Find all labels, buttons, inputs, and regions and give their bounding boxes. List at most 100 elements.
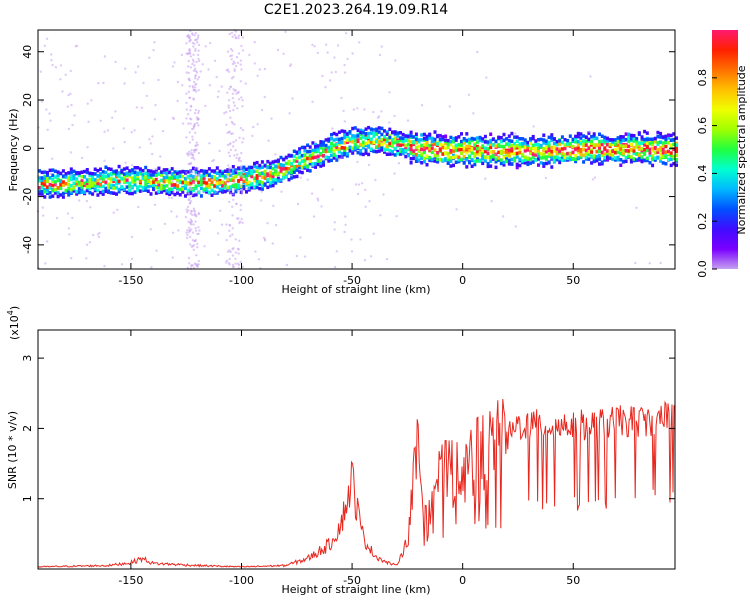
spectrogram-cell [425, 143, 429, 147]
spectrogram-cell [428, 143, 432, 148]
spectrogram-speckle [228, 249, 231, 252]
spectrogram-speckle [325, 43, 328, 46]
spectrogram-cell [223, 169, 227, 173]
spectrogram-cell [621, 148, 625, 153]
spectrogram-speckle [69, 92, 72, 96]
spectrogram-cell [526, 162, 530, 167]
spectrogram-cell [67, 186, 71, 191]
spectrogram-cell [125, 180, 129, 184]
spectrogram-cell [247, 165, 251, 170]
spectrogram-speckle [208, 142, 211, 145]
spectrogram-cell [441, 158, 445, 162]
spectrogram-cell [53, 187, 57, 192]
spectrogram-cell [505, 157, 509, 161]
spectrogram-cell [308, 162, 312, 166]
spectrogram-speckle [191, 193, 194, 196]
spectrogram-speckle [185, 136, 188, 139]
spectrogram-cell [587, 131, 591, 135]
spectrogram-cell [43, 183, 47, 187]
spectrogram-cell [165, 191, 169, 196]
spectrogram-cell [162, 188, 166, 193]
spectrogram-cell [438, 148, 442, 152]
spectrogram-cell [250, 182, 254, 186]
spectrogram-speckle [157, 78, 160, 82]
spectrogram-cell [351, 136, 355, 140]
spectrogram-cell [430, 136, 434, 141]
spectrogram-speckle [238, 239, 241, 242]
spectrogram-cell [404, 134, 408, 138]
spectrogram-cell [351, 151, 355, 155]
spectrogram-cell [276, 158, 280, 162]
spectrogram-cell [314, 165, 317, 169]
spectrogram-cell [356, 134, 360, 138]
spectrogram-speckle [189, 122, 192, 125]
spectrogram-cell [614, 158, 617, 162]
spectrogram-cell [515, 155, 519, 159]
spectrogram-cell [537, 142, 540, 147]
spectrogram-speckle [189, 109, 192, 112]
spectrogram-cell [271, 177, 275, 181]
spectrogram-cell [59, 183, 63, 187]
spectrogram-cell [635, 138, 639, 143]
spectrogram-speckle [233, 123, 236, 126]
spectrogram-cell [672, 137, 676, 142]
spectrogram-cell [659, 135, 663, 139]
spectrogram-cell [515, 151, 519, 156]
spectrogram-cell [213, 190, 217, 194]
spectrogram-speckle [253, 41, 256, 44]
spectrogram-cell [592, 143, 596, 147]
spectrogram-cell [189, 178, 193, 182]
spectrogram-cell [128, 188, 132, 193]
spectrogram-cell [537, 138, 540, 142]
spectrogram-cell [436, 153, 440, 158]
spectrogram-cell [303, 162, 307, 166]
spectrogram-cell [109, 179, 113, 184]
spectrogram-speckle [197, 124, 200, 127]
spectrogram-cell [404, 143, 408, 148]
spectrogram-cell [542, 162, 546, 166]
spectrogram-speckle [226, 175, 229, 178]
spectrogram-cell [544, 150, 548, 154]
spectrogram-cell [372, 140, 376, 145]
spectrogram-speckle [155, 249, 158, 252]
spectrogram-cell [571, 157, 575, 161]
spectrogram-speckle [195, 174, 198, 177]
spectrogram-cell [428, 158, 432, 163]
spectrogram-speckle [648, 262, 651, 265]
spectrogram-cell [619, 158, 623, 162]
spectrogram-speckle [171, 231, 175, 234]
spectrogram-cell [162, 168, 166, 172]
spectrogram-cell [659, 156, 663, 161]
spectrogram-cell [245, 181, 248, 186]
spectrogram-cell [229, 185, 233, 189]
spectrogram-cell [377, 142, 381, 146]
spectrogram-speckle [176, 80, 180, 84]
spectrogram-cell [316, 149, 320, 153]
spectrogram-cell [306, 143, 310, 147]
spectrogram-cell [417, 154, 421, 158]
spectrogram-cell [311, 152, 315, 156]
spectrogram-speckle [245, 187, 249, 191]
spectrogram-speckle [230, 58, 233, 61]
spectrogram-cell [422, 136, 426, 141]
snr-x-ticks: -150 -100 -50 0 50 [118, 330, 580, 587]
spectrogram-cell [664, 134, 668, 139]
spectrogram-cell [656, 130, 660, 135]
spectrogram-speckle [69, 69, 73, 73]
spectrogram-speckle [55, 216, 59, 220]
spectrogram-cell [645, 158, 649, 163]
spectrogram-speckle [296, 202, 300, 206]
spectrogram-cell [56, 194, 60, 199]
spectrogram-cell [170, 167, 174, 171]
spectrogram-cell [48, 176, 52, 180]
spectrogram-speckle [234, 149, 237, 152]
spectrogram-cell [128, 169, 132, 173]
spectrogram-cell [319, 158, 323, 162]
spectrogram-cell [563, 152, 567, 157]
spectrogram-cell [199, 186, 203, 191]
spectrogram-cell [115, 172, 118, 177]
spectrogram-cell [457, 147, 461, 151]
spectrogram-cell [401, 151, 405, 155]
spectrogram-cell [258, 186, 262, 191]
spectrogram-speckle [196, 41, 199, 44]
